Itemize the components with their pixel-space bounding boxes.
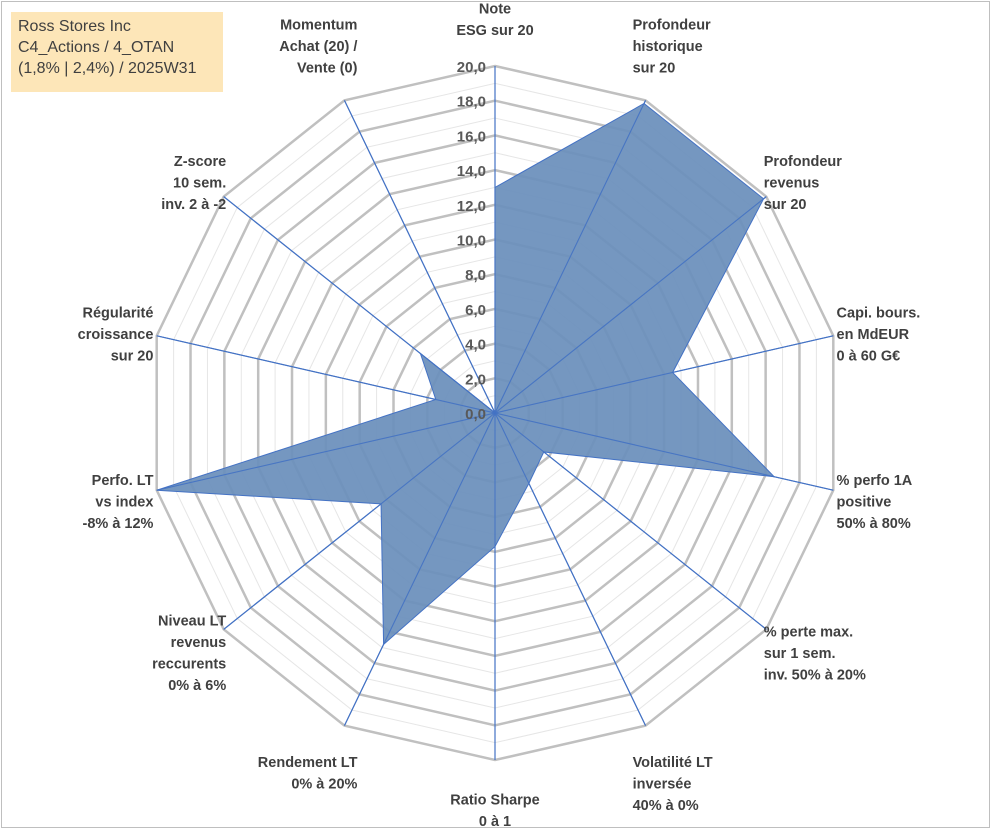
- axis-label-line: sur 20: [633, 60, 676, 76]
- axis-label-line: Capi. bours.: [837, 305, 921, 321]
- axis-label: % perte max. sur 1 sem. inv. 50% à 20%: [764, 624, 866, 683]
- title-box: Ross Stores Inc C4_Actions / 4_OTAN (1,8…: [11, 12, 223, 92]
- axis-label: Niveau LT revenus reccurents 0% à 6%: [152, 614, 226, 695]
- axis-spoke-overlay: [156, 335, 496, 414]
- data-area-layer: [156, 66, 834, 760]
- axis-label-line: 40% à 0%: [633, 798, 699, 814]
- axis-label: Volatilité LT inversée 40% à 0%: [633, 755, 713, 814]
- tick-label: 18,0: [457, 94, 486, 111]
- axis-label-line: Volatilité LT: [633, 755, 713, 771]
- tick-label: 8,0: [465, 267, 486, 284]
- axis-label-line: Note: [479, 2, 511, 18]
- axis-label-line: inversée: [633, 777, 692, 793]
- axis-label: Momentum Achat (20) / Vente (0): [279, 17, 357, 76]
- axis-spoke-overlay: [494, 196, 767, 414]
- axis-labels: Note ESG sur 20 Profondeur historique sur 20…: [78, 2, 921, 829]
- axis-label-line: revenus: [171, 635, 227, 651]
- tick-labels: 0,0 2,0 4,0 6,0 8,0 10,0 12,0 14,0 16,0 18,0 20,0: [457, 59, 486, 423]
- axis-label-line: inv. 50% à 20%: [764, 667, 866, 683]
- portfolio-name: C4_Actions / 4_OTAN: [18, 39, 175, 56]
- axis-spoke-overlay: [494, 412, 647, 726]
- axis-label-line: Z-score: [174, 154, 226, 170]
- axis-label-line: revenus: [764, 176, 820, 192]
- axis-label-line: 0 à 60 G€: [837, 348, 901, 364]
- tick-label: 16,0: [457, 128, 486, 145]
- axis-label-line: -8% à 12%: [83, 516, 154, 532]
- tick-label: 2,0: [465, 371, 486, 388]
- axis-label-line: ESG sur 20: [456, 23, 533, 39]
- axis-label-line: sur 20: [764, 197, 807, 213]
- axis-label: Capi. bours. en MdEUR 0 à 60 G€: [837, 305, 921, 364]
- axis-label: Régularité croissance sur 20: [78, 305, 154, 364]
- axis-label-line: 50% à 80%: [837, 516, 911, 532]
- axis-spoke-overlay: [494, 335, 834, 414]
- axis-label-line: Profondeur: [633, 17, 711, 33]
- weight-and-week: (1,8% | 2,4%) / 2025W31: [18, 60, 197, 77]
- axis-label-line: Perfo. LT: [92, 473, 154, 489]
- axis-label-line: 0% à 20%: [291, 777, 357, 793]
- axis-label: % perfo 1A positive 50% à 80%: [837, 473, 913, 532]
- axis-label: Perfo. LT vs index -8% à 12%: [83, 473, 154, 532]
- axis-label-line: 10 sem.: [173, 176, 226, 192]
- axis-label-line: reccurents: [152, 657, 226, 673]
- axis-spoke-overlay: [494, 412, 767, 630]
- axis-label-line: sur 20: [111, 348, 154, 364]
- tick-label: 6,0: [465, 302, 486, 319]
- tick-label: 0,0: [465, 406, 486, 423]
- axis-spoke-overlay: [223, 412, 496, 630]
- axis-label: Note ESG sur 20: [456, 2, 533, 40]
- axis-label-line: % perfo 1A: [837, 473, 913, 489]
- axis-label-line: % perte max.: [764, 624, 853, 640]
- axis-label: Ratio Sharpe 0 à 1: [450, 793, 539, 829]
- tick-label: 4,0: [465, 337, 486, 354]
- axis-spoke-overlay: [156, 412, 496, 491]
- axis-label-line: Régularité: [83, 305, 154, 321]
- axis-label: Profondeur historique sur 20: [633, 17, 711, 76]
- tick-label: 20,0: [457, 59, 486, 76]
- axis-spoke-overlay: [223, 196, 496, 414]
- axis-spoke-overlay: [343, 100, 496, 414]
- axis-spoke-overlay: [343, 412, 496, 726]
- axis-label: Rendement LT 0% à 20%: [258, 755, 358, 793]
- tick-label: 12,0: [457, 198, 486, 215]
- axis-label-line: Vente (0): [297, 60, 358, 76]
- axis-label-line: positive: [837, 495, 892, 511]
- axis-spoke-overlay: [494, 412, 834, 491]
- tick-label: 14,0: [457, 163, 486, 180]
- axis-label-line: croissance: [78, 327, 154, 343]
- axis-label-line: Profondeur: [764, 154, 842, 170]
- axis-label: Z-score 10 sem. inv. 2 à -2: [161, 154, 226, 213]
- axis-label: Profondeur revenus sur 20: [764, 154, 842, 213]
- axis-spoke-overlay: [494, 100, 647, 414]
- axis-label-line: Ratio Sharpe: [450, 793, 539, 809]
- axis-label-line: 0% à 6%: [168, 678, 226, 694]
- axis-label-line: Momentum: [280, 17, 357, 33]
- axis-label-line: vs index: [95, 495, 153, 511]
- axis-label-line: Niveau LT: [158, 614, 226, 630]
- axis-label-line: inv. 2 à -2: [161, 197, 226, 213]
- axis-label-line: historique: [633, 39, 703, 55]
- tick-label: 10,0: [457, 233, 486, 250]
- company-name: Ross Stores Inc: [18, 18, 131, 35]
- axis-label-line: Achat (20) /: [279, 39, 357, 55]
- axis-label-line: Rendement LT: [258, 755, 358, 771]
- axis-label-line: sur 1 sem.: [764, 646, 836, 662]
- axis-label-line: en MdEUR: [837, 327, 910, 343]
- axis-label-line: 0 à 1: [479, 814, 511, 829]
